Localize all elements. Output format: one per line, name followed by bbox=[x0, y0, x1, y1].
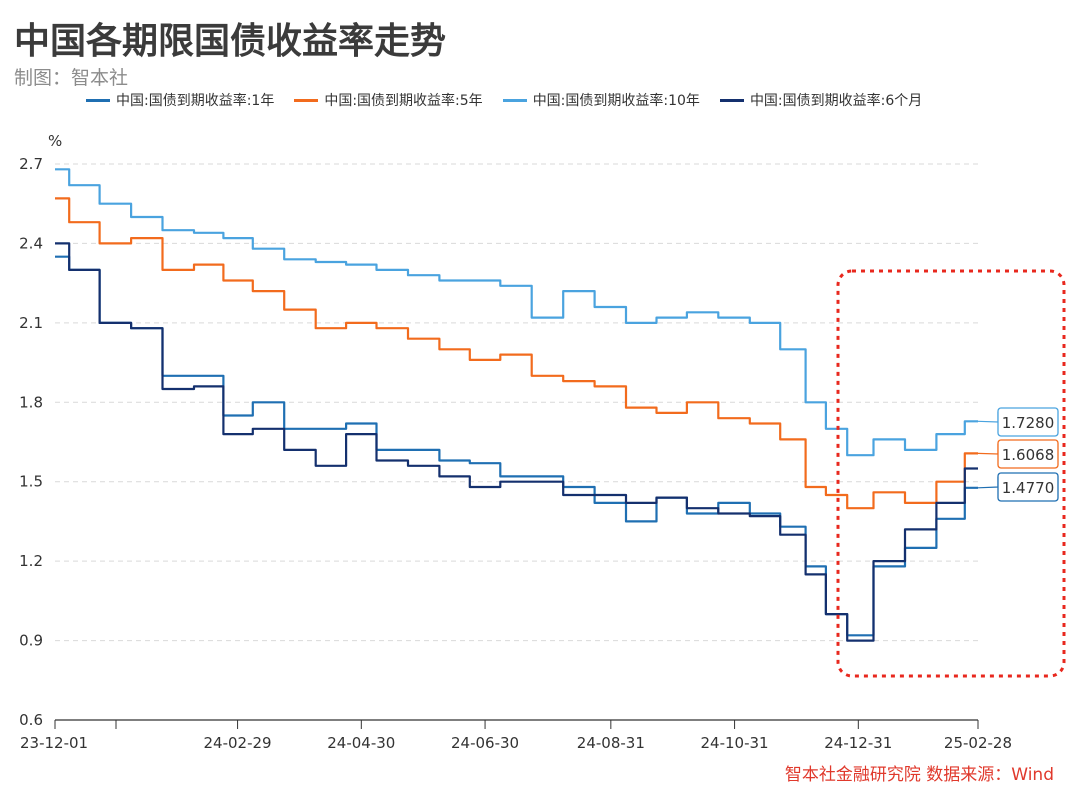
legend: 中国:国债到期收益率:1年 中国:国债到期收益率:5年 中国:国债到期收益率:1… bbox=[86, 90, 922, 110]
y-tick-label: 2.7 bbox=[19, 155, 43, 173]
end-label-pointer bbox=[977, 444, 999, 455]
x-tick-label: 24-08-31 bbox=[577, 734, 645, 752]
y-tick-label: 2.1 bbox=[19, 314, 43, 332]
y-tick-label: 1.8 bbox=[19, 393, 43, 411]
legend-swatch-5y bbox=[294, 98, 319, 102]
y-tick-label: 0.6 bbox=[19, 711, 43, 729]
source-note: 智本社金融研究院 数据来源：Wind bbox=[784, 765, 1054, 785]
y-axis-unit: % bbox=[48, 132, 62, 150]
y-tick-label: 1.5 bbox=[19, 473, 43, 491]
series-line-y1 bbox=[55, 255, 978, 637]
legend-label-5y: 中国:国债到期收益率:5年 bbox=[324, 93, 483, 109]
chart-subtitle: 制图：智本社 bbox=[14, 67, 129, 89]
x-tick-label: 24-10-31 bbox=[701, 734, 769, 752]
end-label-value: 1.6068 bbox=[1002, 446, 1055, 464]
end-label-value: 1.4770 bbox=[1002, 479, 1055, 497]
legend-item-10y: 中国:国债到期收益率:10年 bbox=[502, 90, 700, 110]
y-tick-label: 0.9 bbox=[19, 632, 43, 650]
chart-title: 中国各期限国债收益率走势 bbox=[14, 21, 447, 62]
end-label-pointer bbox=[977, 412, 999, 423]
y-tick-label: 1.2 bbox=[19, 552, 43, 570]
highlight-box bbox=[836, 269, 1066, 678]
series-line-m6 bbox=[55, 242, 978, 642]
x-axis: 23-12-01 24-02-29 24-04-30 24-06-30 24-08-31… bbox=[20, 719, 1012, 752]
legend-item-5y: 中国:国债到期收益率:5年 bbox=[294, 90, 483, 110]
y-axis-ticks: 0.6 0.9 1.2 1.5 1.8 2.1 2.4 2.7 bbox=[19, 155, 43, 729]
end-label-box bbox=[997, 439, 1059, 469]
x-tick-label: 24-04-30 bbox=[327, 734, 395, 752]
series-line-y10 bbox=[55, 168, 978, 457]
end-label-box bbox=[997, 407, 1059, 437]
end-label-box bbox=[997, 472, 1059, 502]
legend-swatch-6m bbox=[719, 98, 744, 102]
end-label-pointer bbox=[977, 477, 999, 489]
legend-label-1y: 中国:国债到期收益率:1年 bbox=[116, 93, 275, 109]
x-tick-label: 25-02-28 bbox=[944, 734, 1012, 752]
legend-label-6m: 中国:国债到期收益率:6个月 bbox=[749, 93, 923, 109]
legend-item-1y: 中国:国债到期收益率:1年 bbox=[86, 90, 274, 110]
y-tick-label: 2.4 bbox=[19, 234, 43, 252]
series-line-y5 bbox=[55, 197, 978, 510]
x-tick-label: 23-12-01 bbox=[20, 734, 88, 752]
end-label-value: 1.7280 bbox=[1002, 414, 1055, 432]
end-value-labels: 1.7280 1.6068 1.4770 bbox=[977, 407, 1059, 502]
x-tick-label: 24-12-31 bbox=[824, 734, 892, 752]
x-tick-label: 24-02-29 bbox=[204, 734, 272, 752]
legend-swatch-10y bbox=[502, 98, 527, 102]
grid-lines bbox=[55, 163, 978, 642]
legend-swatch-1y bbox=[86, 98, 110, 102]
legend-item-6m: 中国:国债到期收益率:6个月 bbox=[719, 90, 923, 110]
x-tick-label: 24-06-30 bbox=[451, 734, 519, 752]
series-lines bbox=[55, 168, 978, 642]
legend-label-10y: 中国:国债到期收益率:10年 bbox=[532, 93, 700, 109]
